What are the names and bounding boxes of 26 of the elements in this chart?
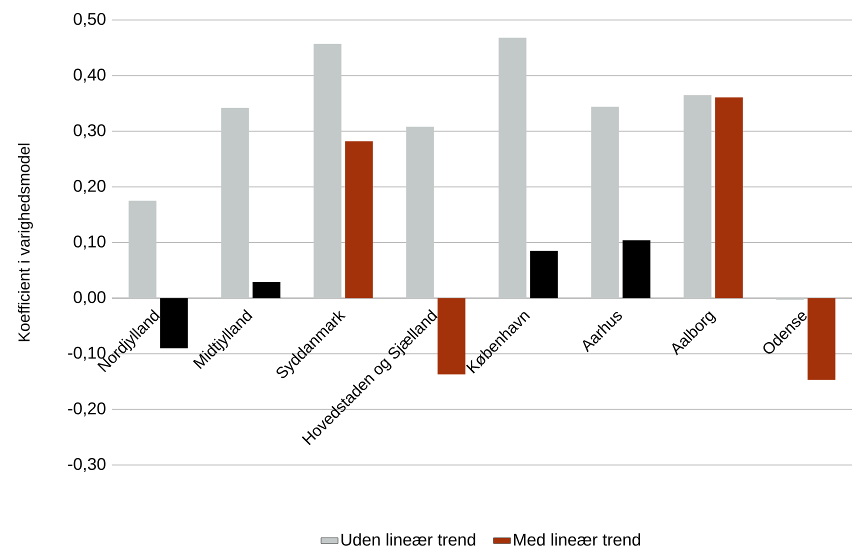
y-tick-label: -0,30 xyxy=(68,458,106,472)
bar xyxy=(684,95,712,298)
bar xyxy=(591,106,619,298)
bar xyxy=(438,298,466,374)
y-tick-label: 0,20 xyxy=(74,180,106,194)
bar xyxy=(622,240,650,298)
y-axis-title: Koefficient i varighedsmodel xyxy=(18,144,33,342)
bar xyxy=(314,44,342,298)
bar xyxy=(345,141,373,298)
bar xyxy=(715,97,743,298)
bar xyxy=(406,126,434,298)
bar xyxy=(128,200,156,298)
legend-label: Med lineær trend xyxy=(514,533,640,546)
y-tick-label: 0,50 xyxy=(74,12,106,28)
bar xyxy=(252,282,280,298)
y-tick-label: -0,20 xyxy=(68,402,106,416)
bar xyxy=(160,298,188,348)
legend-label: Uden lineær trend xyxy=(342,533,476,546)
y-tick-label: 0,10 xyxy=(74,235,106,250)
y-tick-label: 0,30 xyxy=(74,124,106,138)
y-tick-label: 0,00 xyxy=(74,291,106,306)
bar xyxy=(221,108,249,298)
bar xyxy=(530,250,558,298)
bar xyxy=(808,298,836,380)
y-tick-label: 0,40 xyxy=(74,68,106,83)
bar xyxy=(498,38,526,298)
